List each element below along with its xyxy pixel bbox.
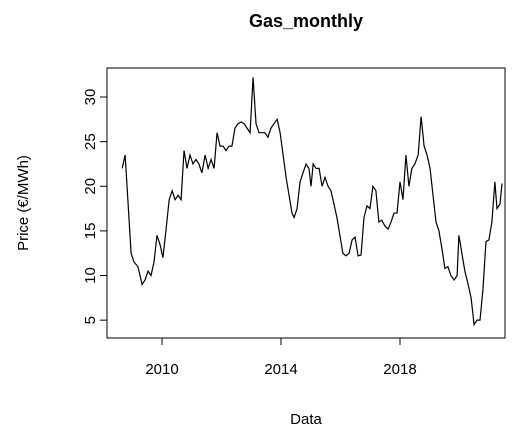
plot-box <box>106 67 506 339</box>
x-tick-label: 2010 <box>145 361 178 378</box>
y-tick-label: 20 <box>82 178 99 195</box>
x-axis-label: Data <box>290 411 322 428</box>
y-tick-label: 30 <box>82 89 99 106</box>
y-tick-label: 5 <box>82 316 99 324</box>
y-tick-label: 15 <box>82 223 99 240</box>
y-tick-label: 25 <box>82 133 99 150</box>
y-tick-label: 10 <box>82 267 99 284</box>
x-tick-label: 2018 <box>383 361 416 378</box>
line-series <box>121 77 503 327</box>
x-tick-label: 2014 <box>264 361 297 378</box>
chart-title: Gas_monthly <box>249 11 363 31</box>
y-axis-label: Price (€/MWh) <box>15 155 32 251</box>
